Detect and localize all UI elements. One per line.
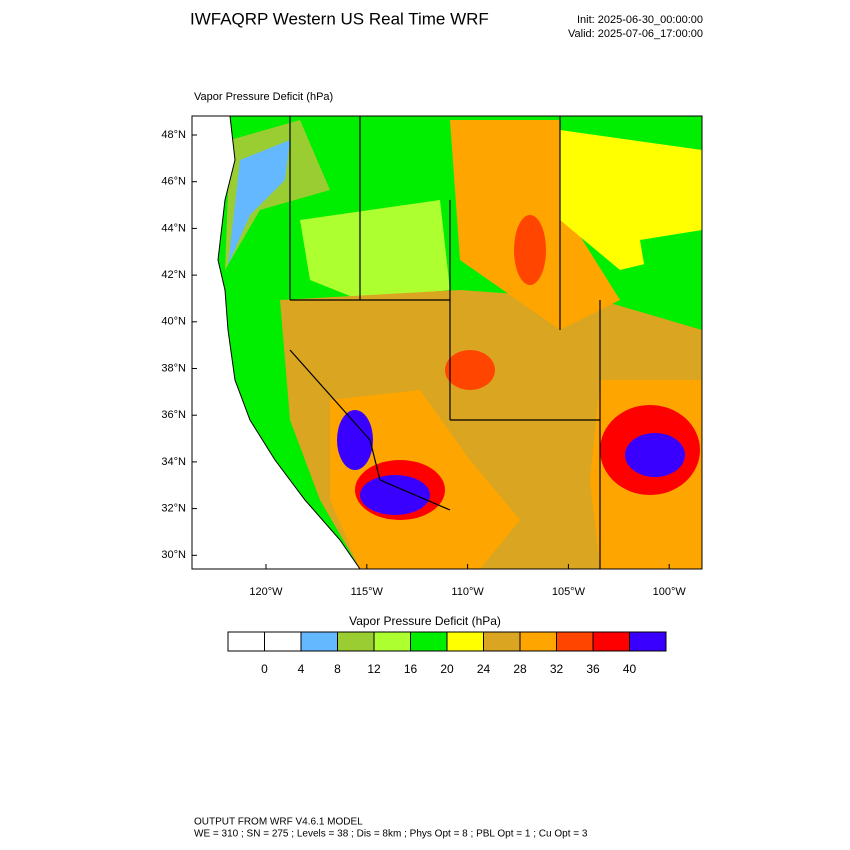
colorbar-box — [337, 631, 375, 652]
colorbar-label: 20 — [440, 662, 454, 676]
lat-label: 48°N — [161, 129, 186, 141]
lat-label: 38°N — [161, 362, 186, 374]
lat-label: 46°N — [161, 176, 186, 188]
lat-label: 40°N — [161, 316, 186, 328]
lon-label: 105°W — [552, 586, 586, 598]
colorbar-box — [519, 631, 557, 652]
lat-label: 32°N — [161, 503, 186, 515]
colorbar-label: 0 — [261, 662, 268, 676]
lat-label: 34°N — [161, 456, 186, 468]
colorbar-label: 28 — [513, 662, 527, 676]
footer-line: OUTPUT FROM WRF V4.6.1 MODEL — [194, 817, 363, 828]
colorbar-label: 32 — [550, 662, 564, 676]
lat-label: 36°N — [161, 409, 186, 421]
colorbar-label: 24 — [477, 662, 491, 676]
colorbar-box — [410, 631, 448, 652]
lon-label: 110°W — [451, 586, 484, 598]
footer-line: WE = 310 ; SN = 275 ; Levels = 38 ; Dis … — [194, 829, 588, 840]
colorbar-title: Vapor Pressure Deficit (hPa) — [349, 614, 501, 628]
lat-label: 30°N — [161, 549, 186, 561]
colorbar-label: 36 — [586, 662, 600, 676]
map: 48°N 46°N 44°N 42°N 40°N 38°N 36°N 34°N 32°N 30°N… — [161, 115, 703, 598]
colorbar-label: 16 — [404, 662, 418, 676]
colorbar-label: 40 — [623, 662, 637, 676]
colorbar: 0 4 8 12 16 20 24 28 32 36 40 — [227, 631, 667, 676]
colorbar-label: 8 — [334, 662, 341, 676]
colorbar-label: 12 — [367, 662, 381, 676]
colorbar-box — [227, 631, 265, 652]
colorbar-box — [264, 631, 302, 652]
colorbar-box — [556, 631, 594, 652]
map-label: Vapor Pressure Deficit (hPa) — [194, 91, 333, 103]
lon-label: 115°W — [351, 586, 384, 598]
lon-label: 120°W — [249, 586, 283, 598]
colorbar-box — [300, 631, 338, 652]
valid-time: Valid: 2025-07-06_17:00:00 — [568, 28, 703, 40]
colorbar-box — [446, 631, 484, 652]
init-time: Init: 2025-06-30_00:00:00 — [577, 14, 703, 26]
colorbar-box — [592, 631, 630, 652]
colorbar-box — [629, 631, 667, 652]
colorbar-box — [373, 631, 411, 652]
colorbar-box — [483, 631, 521, 652]
lon-label: 100°W — [653, 586, 687, 598]
lat-label: 42°N — [161, 269, 186, 281]
lat-label: 44°N — [161, 222, 186, 234]
colorbar-label: 4 — [298, 662, 305, 676]
title: IWFAQRP Western US Real Time WRF — [190, 9, 489, 28]
